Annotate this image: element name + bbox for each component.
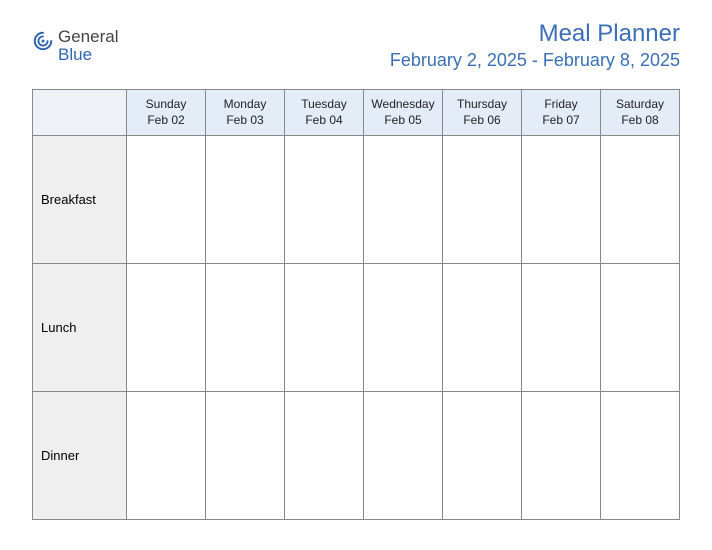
day-date: Feb 03 bbox=[208, 113, 282, 129]
meal-cell[interactable] bbox=[285, 136, 364, 264]
date-range: February 2, 2025 - February 8, 2025 bbox=[390, 50, 680, 71]
day-header: Thursday Feb 06 bbox=[443, 90, 522, 136]
meal-cell[interactable] bbox=[522, 264, 601, 392]
meal-cell[interactable] bbox=[285, 392, 364, 520]
day-date: Feb 08 bbox=[603, 113, 677, 129]
meal-cell[interactable] bbox=[206, 136, 285, 264]
day-date: Feb 06 bbox=[445, 113, 519, 129]
day-of-week: Wednesday bbox=[366, 97, 440, 113]
meal-cell[interactable] bbox=[206, 392, 285, 520]
day-date: Feb 04 bbox=[287, 113, 361, 129]
corner-cell bbox=[33, 90, 127, 136]
page-title: Meal Planner bbox=[390, 20, 680, 48]
logo-text: General Blue bbox=[58, 28, 118, 64]
day-of-week: Tuesday bbox=[287, 97, 361, 113]
day-header: Tuesday Feb 04 bbox=[285, 90, 364, 136]
day-date: Feb 05 bbox=[366, 113, 440, 129]
day-of-week: Friday bbox=[524, 97, 598, 113]
day-date: Feb 07 bbox=[524, 113, 598, 129]
day-header: Saturday Feb 08 bbox=[601, 90, 680, 136]
meal-label-breakfast: Breakfast bbox=[33, 136, 127, 264]
meal-cell[interactable] bbox=[206, 264, 285, 392]
meal-cell[interactable] bbox=[127, 392, 206, 520]
meal-label-lunch: Lunch bbox=[33, 264, 127, 392]
meal-cell[interactable] bbox=[443, 392, 522, 520]
day-of-week: Sunday bbox=[129, 97, 203, 113]
meal-cell[interactable] bbox=[127, 264, 206, 392]
meal-row: Dinner bbox=[33, 392, 680, 520]
meal-planner-table: Sunday Feb 02 Monday Feb 03 Tuesday Feb … bbox=[32, 89, 680, 520]
day-header: Wednesday Feb 05 bbox=[364, 90, 443, 136]
logo: General Blue bbox=[32, 20, 118, 64]
meal-row: Breakfast bbox=[33, 136, 680, 264]
meal-row: Lunch bbox=[33, 264, 680, 392]
day-date: Feb 02 bbox=[129, 113, 203, 129]
meal-cell[interactable] bbox=[522, 136, 601, 264]
day-of-week: Monday bbox=[208, 97, 282, 113]
meal-cell[interactable] bbox=[364, 136, 443, 264]
meal-cell[interactable] bbox=[285, 264, 364, 392]
meal-cell[interactable] bbox=[364, 392, 443, 520]
meal-cell[interactable] bbox=[601, 264, 680, 392]
meal-cell[interactable] bbox=[443, 136, 522, 264]
meal-cell[interactable] bbox=[364, 264, 443, 392]
header: General Blue Meal Planner February 2, 20… bbox=[32, 20, 680, 71]
day-of-week: Saturday bbox=[603, 97, 677, 113]
day-header: Friday Feb 07 bbox=[522, 90, 601, 136]
meal-cell[interactable] bbox=[601, 136, 680, 264]
meal-cell[interactable] bbox=[127, 136, 206, 264]
header-row: Sunday Feb 02 Monday Feb 03 Tuesday Feb … bbox=[33, 90, 680, 136]
logo-swirl-icon bbox=[32, 30, 54, 52]
day-of-week: Thursday bbox=[445, 97, 519, 113]
day-header: Monday Feb 03 bbox=[206, 90, 285, 136]
day-header: Sunday Feb 02 bbox=[127, 90, 206, 136]
title-block: Meal Planner February 2, 2025 - February… bbox=[390, 20, 680, 71]
meal-cell[interactable] bbox=[601, 392, 680, 520]
meal-cell[interactable] bbox=[443, 264, 522, 392]
meal-label-dinner: Dinner bbox=[33, 392, 127, 520]
meal-cell[interactable] bbox=[522, 392, 601, 520]
logo-word-blue: Blue bbox=[58, 45, 92, 64]
logo-word-general: General bbox=[58, 27, 118, 46]
